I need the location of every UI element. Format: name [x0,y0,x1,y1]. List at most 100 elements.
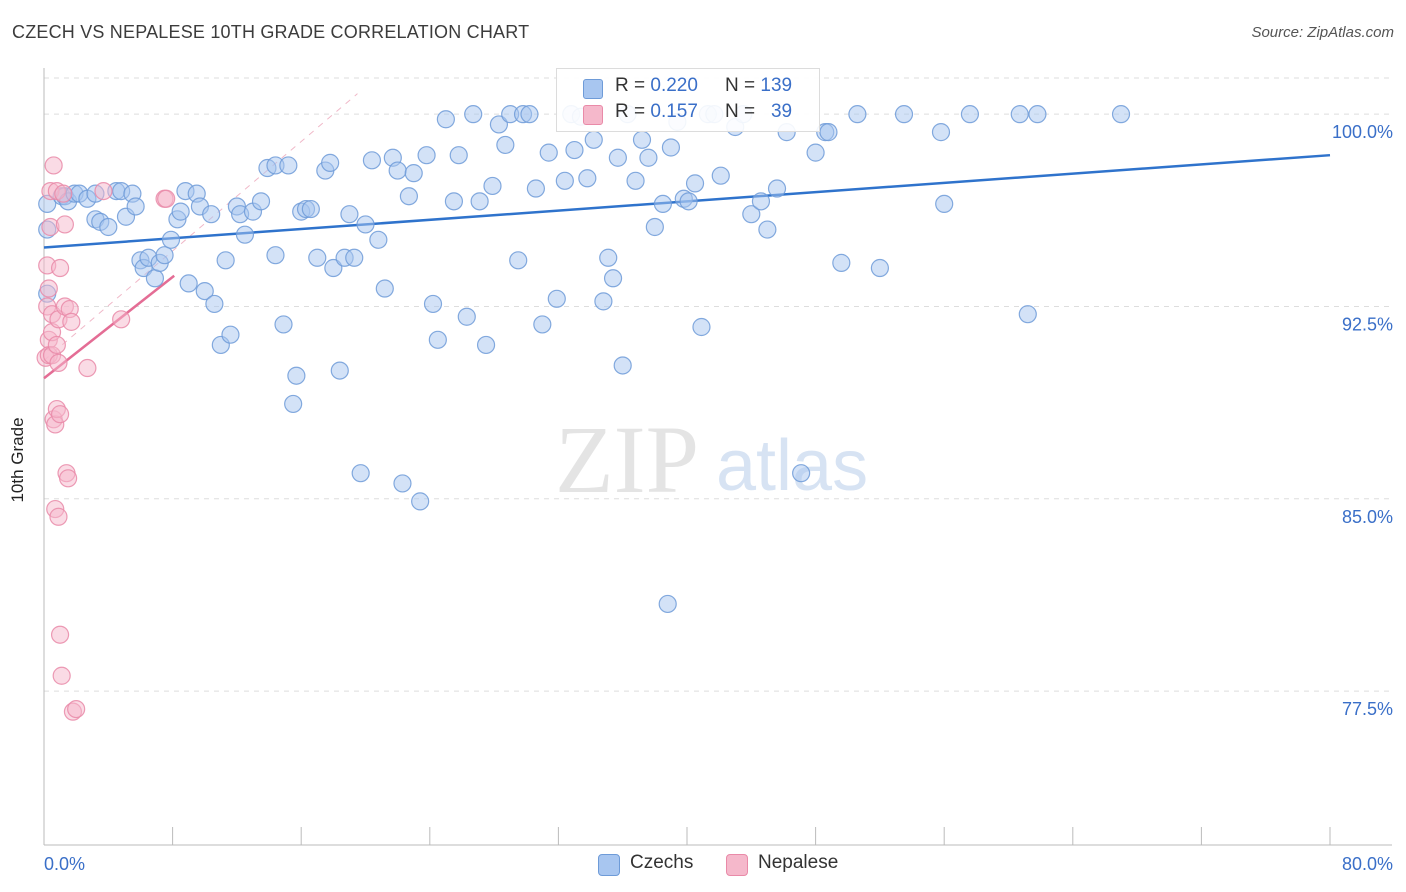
czech-point [417,146,436,165]
czech-point [351,464,370,483]
czech-point [235,225,255,244]
legend-czechs-label: Czechs [630,852,694,873]
czech-point [935,194,954,214]
nepalese-point [59,469,78,488]
czech-point [489,115,509,134]
czech-point [751,192,771,211]
y-tick-label: 85.0% [1342,507,1393,527]
czech-point [428,330,447,349]
czech-point [423,294,443,314]
czech-point [369,230,388,249]
czech-point [692,317,711,337]
czech-point [496,135,515,155]
czech-point [584,130,603,149]
nepalese-point [94,181,113,201]
czech-point [539,143,558,162]
czech-n: N = 139 [725,75,793,96]
nepalese-point [49,353,68,373]
nepalese-point [50,258,70,278]
czech-point [274,315,293,334]
y-tick-labels: 77.5% 85.0% 92.5% 100.0% [1332,122,1393,719]
czech-point [832,253,851,272]
czech-point [1028,105,1047,124]
nepalese-point [55,215,74,234]
czech-point [565,140,584,160]
czech-point [632,130,652,149]
czech-point [470,192,489,211]
czech-point [411,492,430,511]
czech-point [279,156,298,175]
czech-point [301,199,320,219]
czech-point [308,248,327,267]
nepalese-swatch-icon [726,854,748,876]
watermark-atlas: atlas [716,426,868,506]
czech-point [1111,105,1131,124]
czech-point [578,169,597,188]
czech-point [767,179,787,198]
czech-point [457,307,476,326]
nepalese-point [50,625,70,644]
czech-point [742,205,761,224]
czech-point [594,292,613,311]
czech-point [639,148,658,167]
x-tick-labels: 0.0% 80.0% [44,854,1393,874]
nepalese-point [67,699,86,719]
trend-lines [43,153,1331,380]
czech-point [626,171,645,190]
czech-point [894,105,914,124]
czech-point [179,274,198,293]
chart-title: CZECH VS NEPALESE 10TH GRADE CORRELATION… [12,22,530,42]
source-credit: Source: ZipAtlas.com [1251,24,1394,41]
nepalese-point [44,156,63,175]
czech-point [321,153,340,172]
czech-point [599,248,618,267]
czech-point [679,192,698,211]
czech-point [202,205,221,224]
czech-point [287,366,306,385]
czech-point [375,279,394,298]
czech-swatch-icon [583,79,603,99]
czech-point [533,315,552,334]
czech-point [685,174,705,193]
czech-point [266,246,285,265]
czech-r: R = 0.220 [615,75,698,96]
czech-point [1010,105,1029,124]
czech-point [960,105,980,124]
czech-point [145,269,165,288]
nepalese-point [49,507,68,526]
reference-diagonal [43,93,358,361]
czech-point [221,325,240,344]
nepalese-point [157,189,176,208]
czech-point [126,197,145,216]
y-axis-label: 10th Grade [8,417,27,503]
czech-point [603,269,623,288]
czech-point [645,217,664,237]
czech-point [819,123,838,142]
czech-point [608,148,627,167]
czech-point [324,258,343,278]
czech-point [99,217,118,237]
czech-point [404,164,423,183]
czech-point [205,294,224,314]
series-legend: Czechs Nepalese [0,852,1406,878]
stats-legend: R = 0.220 N = 139 R = 0.157 N = 39 [556,68,820,132]
czech-point [613,356,632,375]
watermark: ZIP atlas [555,406,868,513]
czech-point [792,464,811,483]
y-tick-label: 77.5% [1342,699,1393,719]
czech-point [399,187,419,206]
czech-point [436,110,455,129]
czech-point [931,123,951,142]
czech-point [547,289,566,308]
legend-nepalese-label: Nepalese [758,852,839,873]
data-points [36,105,1131,721]
czech-point [476,335,496,355]
czech-point [711,166,730,185]
czech-point [444,192,464,211]
czech-point [526,179,545,198]
czech-point [251,192,271,211]
nepalese-n: N = 39 [725,101,793,122]
czech-point [1018,305,1037,324]
czech-point [340,205,359,224]
